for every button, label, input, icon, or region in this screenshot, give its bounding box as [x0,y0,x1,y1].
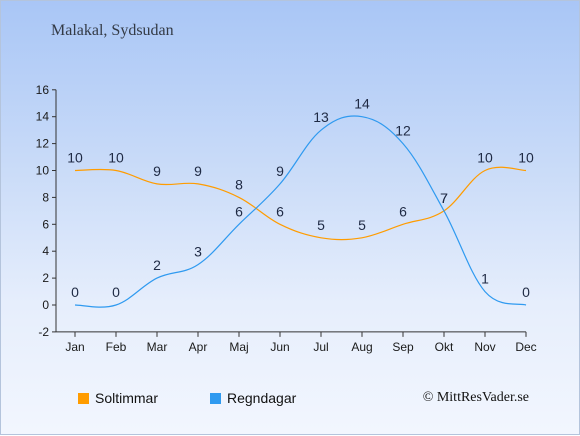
x-tick-label: Maj [229,340,248,354]
data-label-regndagar: 2 [153,257,161,273]
x-tick-label: Feb [106,340,127,354]
series-line-soltimmar [74,166,527,241]
data-label-soltimmar: 6 [399,203,407,219]
x-tick-label: Jul [313,340,328,354]
data-label-regndagar: 0 [71,284,79,300]
data-label-regndagar: 1 [481,271,489,287]
chart-lines [74,115,527,308]
x-tick-label: Jun [270,340,289,354]
x-tick-label: Sep [392,340,414,354]
y-tick-label: 0 [42,298,49,312]
data-label-regndagar: 0 [112,284,120,300]
x-tick-label: Apr [189,340,208,354]
y-tick-label: 2 [42,271,49,285]
data-label-regndagar: 13 [313,109,329,125]
y-tick-label: -2 [38,325,49,339]
x-tick-label: Mar [147,340,168,354]
data-label-soltimmar: 10 [477,150,493,166]
data-label-regndagar: 12 [395,123,411,139]
data-label-regndagar: 0 [522,284,530,300]
data-label-regndagar: 7 [440,190,448,206]
y-tick-label: 16 [36,83,50,97]
y-tick-label: 12 [36,137,50,151]
x-tick-label: Nov [474,340,495,354]
data-label-soltimmar: 10 [518,150,534,166]
data-label-regndagar: 9 [276,163,284,179]
y-tick-label: 6 [42,217,49,231]
data-label-regndagar: 14 [354,96,370,112]
data-label-regndagar: 3 [194,244,202,260]
data-label-soltimmar: 5 [317,217,325,233]
y-tick-label: 8 [42,190,49,204]
data-label-soltimmar: 8 [235,176,243,192]
legend-label-regndagar: Regndagar [227,390,297,406]
data-label-soltimmar: 9 [153,163,161,179]
x-tick-label: Dec [515,340,536,354]
y-tick-label: 14 [36,110,50,124]
data-label-soltimmar: 9 [194,163,202,179]
y-tick-label: 10 [36,164,50,178]
data-label-soltimmar: 5 [358,217,366,233]
data-label-soltimmar: 10 [67,150,83,166]
series-line-regndagar [74,115,527,308]
chart-title: Malakal, Sydsudan [51,22,174,39]
legend-swatch-regndagar [210,392,221,404]
y-tick-label: 4 [42,244,49,258]
legend-swatch-soltimmar [78,392,89,404]
legend-item-regndagar: Regndagar [210,390,296,406]
data-label-regndagar: 6 [235,203,243,219]
data-label-soltimmar: 7 [440,190,448,206]
data-label-soltimmar: 10 [108,150,124,166]
x-tick-label: Okt [435,340,454,354]
data-label-soltimmar: 6 [276,203,284,219]
legend-item-soltimmar: Soltimmar [78,390,158,406]
x-tick-label: Jan [65,340,84,354]
legend-label-soltimmar: Soltimmar [95,390,159,406]
x-tick-label: Aug [351,340,372,354]
credit-text: © MittResVader.se [422,390,529,405]
